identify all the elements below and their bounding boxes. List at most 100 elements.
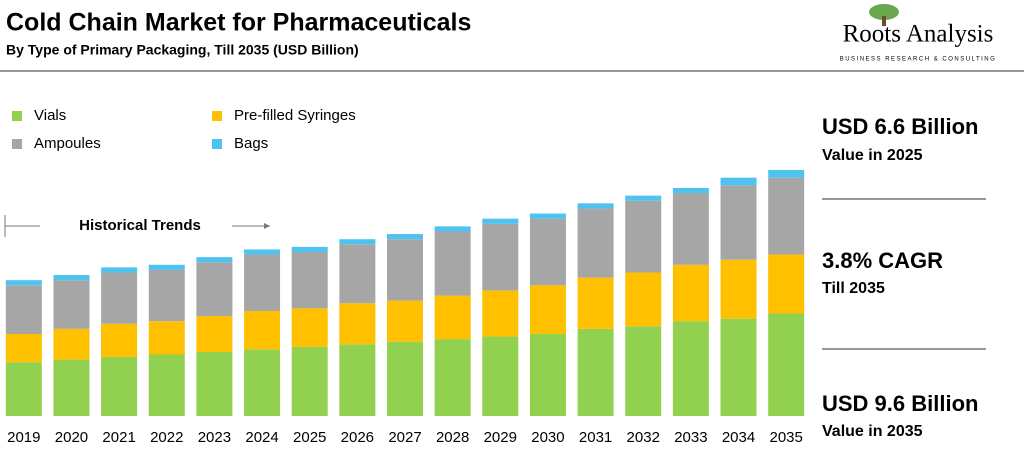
bar-segment <box>53 280 90 329</box>
x-tick-label: 2030 <box>531 429 564 446</box>
bar-segment <box>482 290 519 337</box>
x-tick-label: 2026 <box>341 429 374 446</box>
x-tick-label: 2024 <box>245 429 278 446</box>
bar-segment <box>482 218 519 224</box>
bar-segment <box>625 326 662 416</box>
bar-segment <box>196 316 233 352</box>
chart-subtitle: By Type of Primary Packaging, Till 2035 … <box>6 42 359 58</box>
bar-segment <box>625 272 662 327</box>
bar-segment <box>244 249 281 255</box>
bar-segment <box>291 308 328 347</box>
bar-segment <box>101 323 138 358</box>
bar-segment <box>529 218 566 286</box>
bar-segment <box>577 208 614 278</box>
historical-marker: Historical Trends <box>4 215 270 237</box>
brand-name: Roots Analysis <box>843 21 994 48</box>
bar-segment <box>720 177 757 186</box>
side-caption: Value in 2035 <box>822 423 923 440</box>
bar-segment <box>5 280 42 286</box>
legend-swatch <box>212 111 222 121</box>
chart-title: Cold Chain Market for Pharmaceuticals <box>6 9 471 37</box>
bar-segment <box>434 339 471 416</box>
bar-segment <box>482 223 519 291</box>
x-tick-label: 2025 <box>293 429 326 446</box>
bar-segment <box>577 277 614 329</box>
bar-segment <box>5 285 42 334</box>
bar-segment <box>625 200 662 273</box>
bar-segment <box>196 257 233 263</box>
side-caption: Till 2035 <box>822 280 885 297</box>
bar-segment <box>387 300 423 342</box>
bar-segment <box>148 354 185 416</box>
side-headline: USD 9.6 Billion <box>822 391 978 416</box>
legend-label: Pre-filled Syringes <box>234 107 356 124</box>
bar-segment <box>291 246 328 252</box>
bar-segment <box>339 344 376 416</box>
x-tick-label: 2033 <box>674 429 707 446</box>
bar-segment <box>720 259 757 319</box>
bar-segment <box>672 193 709 265</box>
side-caption: Value in 2025 <box>822 147 923 164</box>
bar-segment <box>577 328 614 416</box>
bar-segment <box>672 264 709 322</box>
logo-tree <box>869 4 899 20</box>
x-tick-label: 2035 <box>769 429 802 446</box>
bar-segment <box>244 254 281 311</box>
logo: Roots Analysis BUSINESS RESEARCH & CONSU… <box>840 4 997 63</box>
bar-segment <box>5 334 42 363</box>
x-tick-label: 2019 <box>7 429 40 446</box>
legend-label: Bags <box>234 135 268 152</box>
legend-swatch <box>212 139 222 149</box>
bar-segment <box>5 362 42 416</box>
bar-segment <box>387 239 423 301</box>
x-tick-label: 2034 <box>722 429 755 446</box>
bar-segment <box>768 170 805 178</box>
x-tick-label: 2028 <box>436 429 469 446</box>
bar-segment <box>148 321 185 355</box>
bar-segment <box>339 303 376 345</box>
x-tick-label: 2031 <box>579 429 612 446</box>
bar-segment <box>387 341 423 416</box>
bar-segment <box>529 213 566 219</box>
bar-segment <box>148 264 185 270</box>
bar-segment <box>434 226 471 232</box>
legend-label: Vials <box>34 107 66 124</box>
logo-trunk <box>882 16 886 26</box>
marker-arrowhead <box>264 223 270 229</box>
bar-segment <box>768 313 805 416</box>
bar-segment <box>529 334 566 416</box>
bar-segment <box>720 318 757 416</box>
bar-segment <box>244 310 281 350</box>
x-tick-label: 2027 <box>388 429 421 446</box>
bar-segment <box>482 336 519 416</box>
bar-segment <box>625 195 662 201</box>
x-tick-label: 2021 <box>102 429 135 446</box>
bar-segment <box>53 328 90 360</box>
bar-segment <box>339 239 376 245</box>
annotation: Historical Trends <box>79 217 201 234</box>
legend-swatch <box>12 139 22 149</box>
bar-segment <box>196 351 233 416</box>
bar-segment <box>529 285 566 334</box>
bar-segment <box>53 359 90 416</box>
bar-segment <box>291 346 328 416</box>
bar-segment <box>672 321 709 416</box>
side-headline: 3.8% CAGR <box>822 248 943 273</box>
x-tick-label: 2020 <box>55 429 88 446</box>
bar-segment <box>53 275 90 281</box>
bar-segment <box>387 234 423 240</box>
legend-swatch <box>12 111 22 121</box>
x-tick-label: 2023 <box>198 429 231 446</box>
bar-segment <box>720 185 757 260</box>
bar-segment <box>101 272 138 324</box>
bar-segment <box>434 231 471 296</box>
x-tick-label: 2029 <box>484 429 517 446</box>
bar-segment <box>244 349 281 416</box>
brand-tagline: BUSINESS RESEARCH & CONSULTING <box>840 57 997 63</box>
bar-segment <box>196 262 233 317</box>
bar-segment <box>148 269 185 322</box>
bar-segment <box>101 357 138 416</box>
bar-segment <box>101 267 138 273</box>
bar-segment <box>768 254 805 314</box>
